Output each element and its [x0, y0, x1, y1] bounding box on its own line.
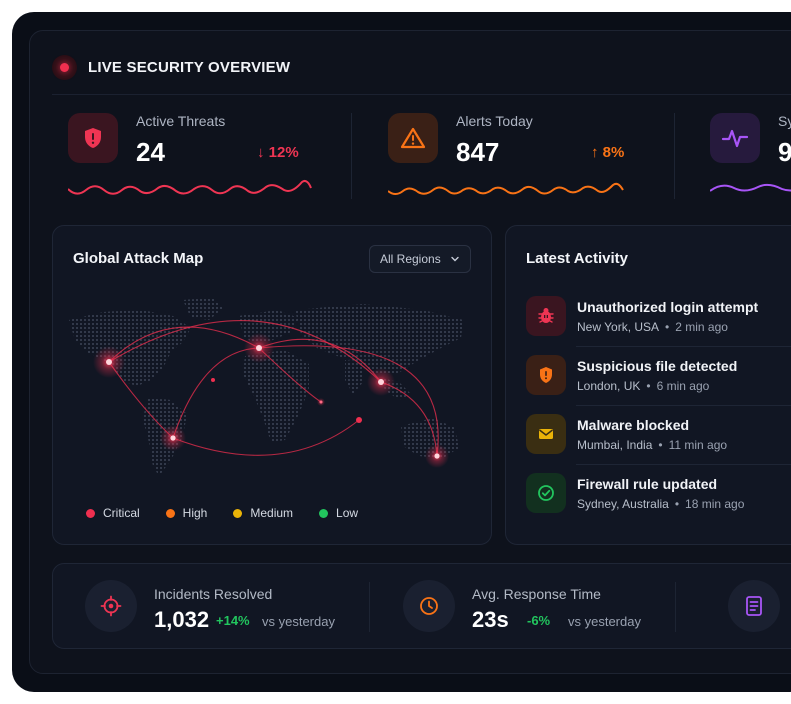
- mail-icon: [526, 414, 566, 454]
- stat-divider: [674, 113, 675, 199]
- region-select-value: All Regions: [380, 252, 441, 266]
- region-select[interactable]: All Regions: [369, 245, 471, 273]
- legend-critical[interactable]: Critical: [86, 506, 140, 520]
- avg-response-time-stat[interactable]: Avg. Response Time 23s -6% vs yesterday: [403, 580, 683, 632]
- activity-time: 6 min ago: [656, 379, 710, 393]
- activity-item-login[interactable]: Unauthorized login attempt New York, USA…: [526, 296, 791, 338]
- map-legend: Critical High Medium Low: [86, 506, 384, 520]
- bottom-stat-divider: [675, 582, 676, 632]
- stat-alerts-today[interactable]: Alerts Today 847 ↑ 8%: [388, 113, 633, 223]
- activity-meta: Mumbai, India • 11 min ago: [577, 438, 728, 452]
- global-attack-map-card: Global Attack Map All Regions: [52, 225, 492, 545]
- chevron-down-icon: [451, 256, 459, 262]
- activity-title-text: Malware blocked: [577, 417, 690, 433]
- activity-location: Sydney, Australia: [577, 497, 669, 511]
- activity-divider: [576, 346, 791, 347]
- attack-hotspots: [93, 333, 449, 468]
- bottom-stat-change: +14%: [216, 613, 250, 628]
- check-circle-icon: [526, 473, 566, 513]
- stat-system[interactable]: Sy 9: [710, 113, 791, 223]
- stat-label: Sy: [778, 113, 791, 129]
- activity-meta: New York, USA • 2 min ago: [577, 320, 728, 334]
- legend-label: Low: [336, 506, 359, 520]
- activity-meta: Sydney, Australia • 18 min ago: [577, 497, 745, 511]
- stat-value: 847: [456, 137, 500, 167]
- stat-label: Alerts Today: [456, 113, 533, 129]
- warning-triangle-icon: [388, 113, 438, 163]
- activity-location: London, UK: [577, 379, 641, 393]
- legend-dot: [319, 508, 329, 518]
- latest-activity-card: Latest Activity Unauthorized login attem…: [505, 225, 791, 545]
- bottom-stat-divider: [369, 582, 370, 632]
- bottom-stat-change: -6%: [527, 613, 551, 628]
- activity-time: 2 min ago: [675, 320, 728, 334]
- system-sparkline: [710, 183, 791, 192]
- bottom-stat-comparison: vs yesterday: [262, 614, 335, 629]
- legend-dot: [165, 508, 175, 518]
- dashboard-header: LIVE SECURITY OVERVIEW: [52, 53, 290, 81]
- activity-title-text: Suspicious file detected: [577, 358, 738, 374]
- activity-title: Latest Activity: [526, 250, 628, 267]
- world-attack-map[interactable]: [63, 290, 483, 490]
- bottom-stat-label: Incidents Resolved: [154, 586, 273, 602]
- legend-dot: [86, 508, 95, 518]
- header-divider: [52, 94, 791, 95]
- activity-time: 11 min ago: [668, 438, 728, 452]
- legend-low[interactable]: Low: [319, 506, 358, 520]
- bottom-stat-value: 1,032: [154, 607, 210, 632]
- activity-time: 18 min ago: [685, 497, 745, 511]
- security-dashboard-panel: LIVE SECURITY OVERVIEW Active Threats 24…: [29, 30, 791, 674]
- stat-change-up: ↑ 8%: [591, 144, 625, 161]
- stat-change-down: ↓ 12%: [257, 144, 299, 161]
- activity-title-text: Firewall rule updated: [577, 476, 718, 492]
- target-icon: [85, 580, 137, 632]
- stat-active-threats[interactable]: Active Threats 24 ↓ 12%: [68, 113, 313, 223]
- bottom-stats-bar: Incidents Resolved 1,032 +14% vs yesterd…: [52, 563, 791, 649]
- activity-meta: London, UK • 6 min ago: [577, 379, 710, 393]
- bug-icon: [526, 296, 566, 336]
- incidents-resolved-stat[interactable]: Incidents Resolved 1,032 +14% vs yesterd…: [85, 580, 365, 632]
- clock-icon: [403, 580, 455, 632]
- page-title: LIVE SECURITY OVERVIEW: [88, 58, 291, 76]
- activity-location: Mumbai, India: [577, 438, 653, 452]
- stat-value: 9: [778, 137, 791, 168]
- live-indicator-icon: [52, 54, 77, 80]
- legend-medium[interactable]: Medium: [233, 506, 293, 520]
- legend-label: Critical: [103, 506, 140, 520]
- activity-item-firewall[interactable]: Firewall rule updated Sydney, Australia •…: [526, 473, 791, 515]
- stat-value: 24: [136, 137, 165, 167]
- activity-divider: [576, 405, 791, 406]
- shield-warning-icon: [526, 355, 566, 395]
- active-threats-sparkline: [68, 179, 312, 195]
- alerts-today-sparkline: [388, 182, 624, 195]
- shield-alert-icon: [68, 113, 118, 163]
- map-title: Global Attack Map: [73, 250, 204, 267]
- bottom-stat-comparison: vs yesterday: [568, 614, 641, 629]
- stat-label: Active Threats: [136, 113, 226, 129]
- stat-divider: [351, 113, 352, 199]
- bottom-stat-value: 23s: [472, 607, 509, 632]
- activity-item-file[interactable]: Suspicious file detected London, UK • 6 mi…: [526, 355, 791, 397]
- legend-dot: [233, 508, 243, 518]
- activity-item-malware[interactable]: Malware blocked Mumbai, India • 11 min ago: [526, 414, 791, 456]
- legend-label: High: [182, 506, 208, 520]
- activity-location: New York, USA: [577, 320, 660, 334]
- app-window: LIVE SECURITY OVERVIEW Active Threats 24…: [12, 12, 791, 692]
- report-icon: [728, 580, 780, 632]
- legend-high[interactable]: High: [165, 506, 208, 520]
- reports-stat[interactable]: [728, 580, 788, 632]
- legend-label: Medium: [250, 506, 294, 520]
- activity-divider: [576, 464, 791, 465]
- activity-title-text: Unauthorized login attempt: [577, 299, 759, 315]
- activity-pulse-icon: [710, 113, 760, 163]
- bottom-stat-label: Avg. Response Time: [472, 586, 601, 602]
